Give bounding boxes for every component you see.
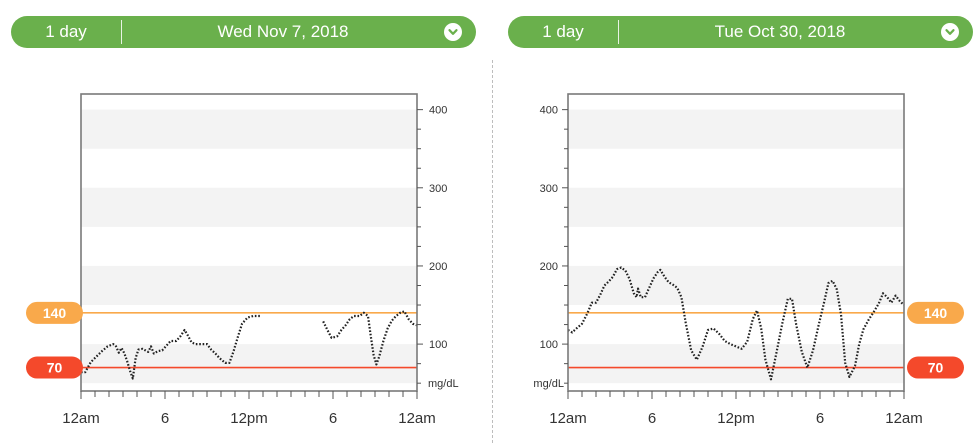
chart-panel-1: 100 200 300 400 mg/dL 12am 6 12pm 6 12am 140 70	[26, 93, 459, 427]
chart-panel-2: 100 200 300 400 mg/dL 12am 6 12pm 6 12am 140 70	[533, 93, 964, 427]
threshold-badge-70	[26, 356, 83, 379]
grid-band	[568, 265, 904, 306]
unit-label: mg/dL	[533, 378, 564, 390]
date-range-selector-right[interactable]: 1 day Tue Oct 30, 2018	[508, 16, 973, 48]
threshold-badge-label: 70	[928, 360, 944, 376]
threshold-badge-70	[907, 356, 964, 379]
y-tick-label: 200	[540, 261, 558, 273]
y-tick-label: 100	[540, 339, 558, 351]
y-tick-label: 400	[540, 105, 558, 117]
y-tick-label: 100	[429, 339, 447, 351]
unit-label: mg/dL	[428, 378, 459, 390]
range-label[interactable]: 1 day	[542, 22, 584, 41]
grid-band	[81, 344, 417, 384]
x-tick-label: 12am	[885, 410, 923, 427]
threshold-badge-label: 140	[924, 305, 948, 321]
grid-band	[81, 109, 417, 149]
date-label[interactable]: Tue Oct 30, 2018	[714, 22, 846, 41]
x-tick-label: 12am	[398, 410, 436, 427]
chevron-down-icon[interactable]	[444, 23, 462, 41]
pill-divider	[121, 20, 122, 44]
y-tick-label: 300	[429, 183, 447, 195]
range-label[interactable]: 1 day	[45, 22, 87, 41]
threshold-badge-140	[26, 301, 83, 324]
date-range-selector-left[interactable]: 1 day Wed Nov 7, 2018	[11, 16, 476, 48]
x-tick-label: 12pm	[230, 410, 268, 427]
y-tick-label: 200	[429, 261, 447, 273]
threshold-badge-label: 140	[43, 305, 67, 321]
x-tick-label: 12am	[549, 410, 587, 427]
y-tick-label: 300	[540, 183, 558, 195]
glucose-line	[322, 310, 418, 366]
grid-band	[568, 344, 904, 384]
grid-band	[81, 187, 417, 227]
glucose-line	[81, 314, 261, 380]
chevron-down-icon[interactable]	[941, 23, 959, 41]
x-tick-label: 6	[648, 410, 656, 427]
grid-band	[568, 109, 904, 149]
x-tick-label: 12pm	[717, 410, 755, 427]
x-tick-label: 12am	[62, 410, 100, 427]
x-tick-label: 6	[161, 410, 169, 427]
x-tick-label: 6	[816, 410, 824, 427]
threshold-badge-140	[907, 301, 964, 324]
x-tick-label: 6	[329, 410, 337, 427]
date-label[interactable]: Wed Nov 7, 2018	[217, 22, 349, 41]
threshold-badge-label: 70	[47, 360, 63, 376]
panel-divider	[492, 60, 493, 443]
grid-band	[568, 187, 904, 227]
grid-band	[81, 265, 417, 306]
pill-divider	[618, 20, 619, 44]
y-tick-label: 400	[429, 105, 447, 117]
